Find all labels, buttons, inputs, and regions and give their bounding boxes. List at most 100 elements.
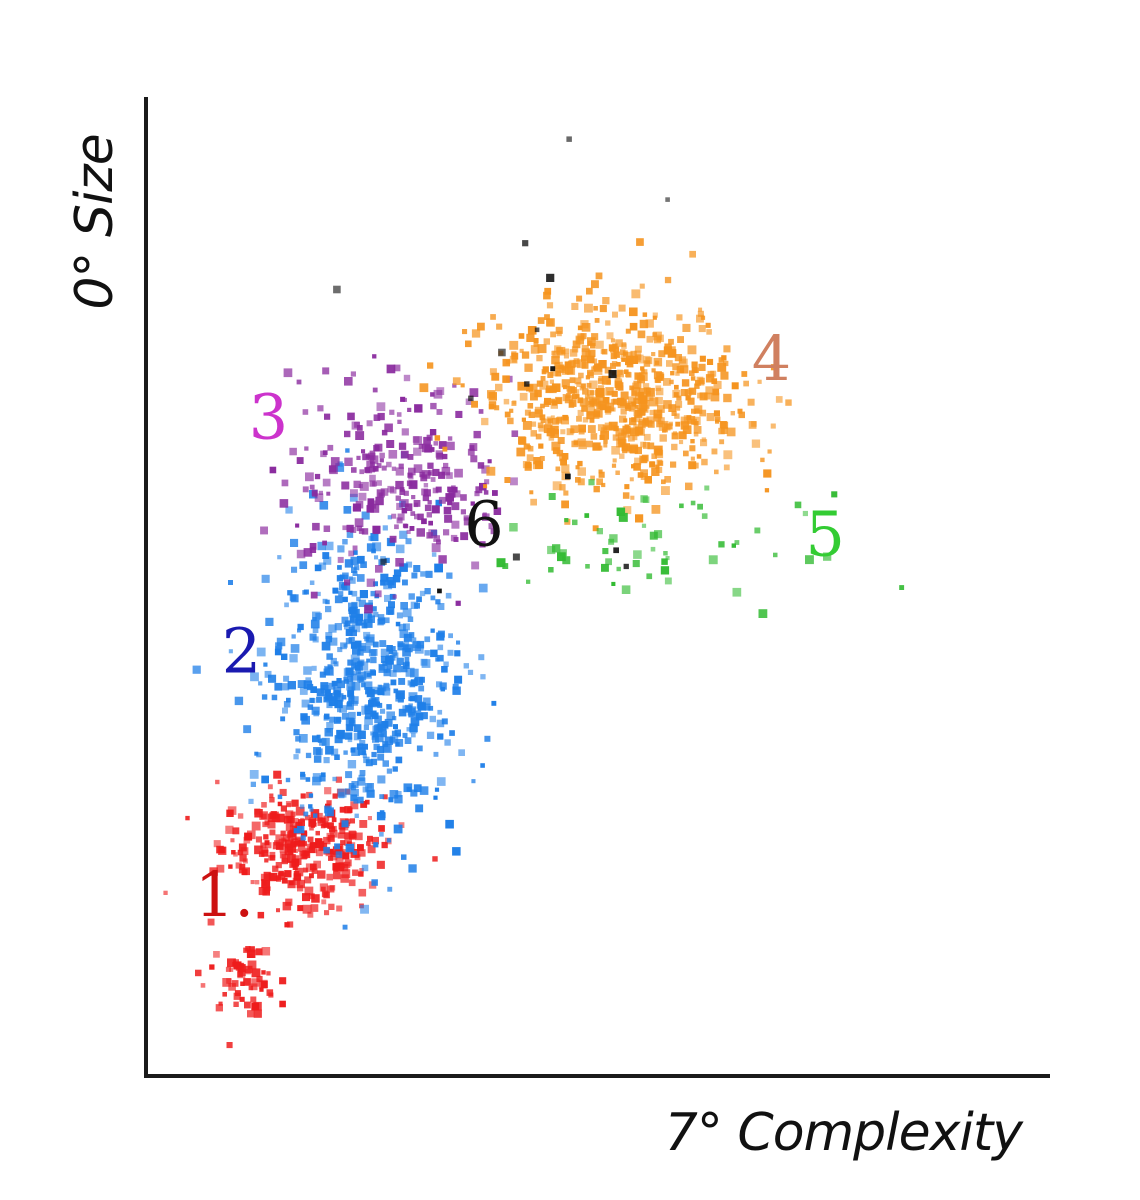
data-point	[291, 566, 298, 573]
data-point	[346, 681, 356, 691]
data-point	[536, 355, 543, 362]
data-point	[612, 398, 619, 405]
data-point	[418, 676, 425, 683]
data-point	[473, 430, 481, 439]
data-point	[481, 465, 490, 474]
data-point	[690, 439, 695, 444]
data-point	[367, 845, 376, 854]
data-point	[645, 319, 654, 328]
data-point	[349, 831, 357, 839]
data-point	[284, 602, 289, 608]
data-point	[246, 949, 256, 958]
data-point	[395, 495, 401, 501]
data-point	[377, 775, 386, 784]
data-point	[339, 806, 346, 813]
data-point	[397, 513, 405, 521]
data-point	[580, 320, 589, 329]
data-point	[241, 869, 248, 876]
data-point	[585, 375, 590, 380]
data-point	[631, 401, 637, 407]
data-point	[401, 428, 409, 436]
data-point	[326, 800, 332, 806]
data-point	[240, 981, 245, 986]
data-point	[437, 588, 442, 594]
data-point	[309, 697, 315, 703]
data-point	[368, 455, 375, 462]
data-point	[685, 482, 693, 491]
data-point	[598, 385, 605, 392]
data-point	[344, 377, 353, 386]
data-point	[512, 553, 520, 561]
data-point	[406, 561, 413, 568]
data-point	[533, 342, 539, 347]
data-point	[617, 369, 623, 376]
data-point	[409, 526, 415, 531]
data-point	[659, 373, 665, 379]
data-point	[414, 513, 420, 520]
data-point	[356, 525, 363, 532]
data-point	[387, 886, 393, 892]
data-point	[491, 372, 500, 381]
data-point	[738, 411, 745, 419]
data-point	[629, 477, 634, 482]
data-point	[618, 512, 628, 522]
data-point	[388, 450, 398, 459]
data-point	[601, 563, 609, 572]
data-point	[362, 743, 368, 750]
data-point	[403, 490, 409, 496]
data-point	[527, 403, 534, 409]
data-point	[344, 430, 351, 438]
data-point	[594, 363, 602, 371]
data-point	[361, 528, 369, 535]
data-point	[654, 530, 663, 539]
data-point	[348, 590, 353, 595]
data-point	[437, 654, 444, 662]
data-point	[478, 409, 484, 414]
data-point	[347, 760, 357, 769]
cluster-label-6: 6	[464, 488, 503, 561]
data-point	[595, 340, 604, 349]
data-point	[687, 397, 695, 405]
data-point	[278, 870, 284, 877]
data-point	[598, 400, 607, 410]
data-point	[443, 529, 450, 536]
data-point	[577, 478, 585, 486]
data-point	[276, 876, 282, 882]
data-point	[386, 663, 393, 670]
data-point	[634, 345, 642, 353]
data-point	[326, 722, 334, 730]
data-point	[341, 713, 349, 720]
data-point	[399, 530, 408, 539]
data-point	[294, 867, 304, 877]
data-point	[700, 315, 706, 320]
data-point	[297, 844, 306, 852]
data-point	[544, 397, 552, 405]
data-point	[632, 560, 640, 568]
data-point	[719, 421, 727, 429]
data-point	[611, 581, 616, 586]
data-point	[262, 888, 270, 896]
data-point	[352, 671, 357, 676]
data-point	[611, 446, 620, 455]
data-point	[424, 705, 431, 711]
data-point	[297, 623, 304, 631]
data-point	[243, 725, 252, 734]
data-point	[404, 737, 412, 744]
data-point	[511, 430, 519, 437]
data-point	[304, 876, 312, 884]
data-point	[319, 501, 329, 510]
data-point	[471, 561, 480, 570]
data-point	[690, 500, 696, 506]
data-point	[682, 425, 692, 434]
data-point	[298, 838, 303, 843]
data-point	[291, 634, 296, 639]
data-point	[630, 495, 635, 500]
data-point	[732, 587, 742, 597]
data-point	[419, 590, 426, 597]
data-point	[596, 528, 603, 535]
data-point	[305, 848, 310, 853]
data-point	[452, 686, 461, 695]
data-point	[402, 579, 408, 586]
data-point	[436, 539, 441, 545]
data-point	[375, 496, 384, 506]
